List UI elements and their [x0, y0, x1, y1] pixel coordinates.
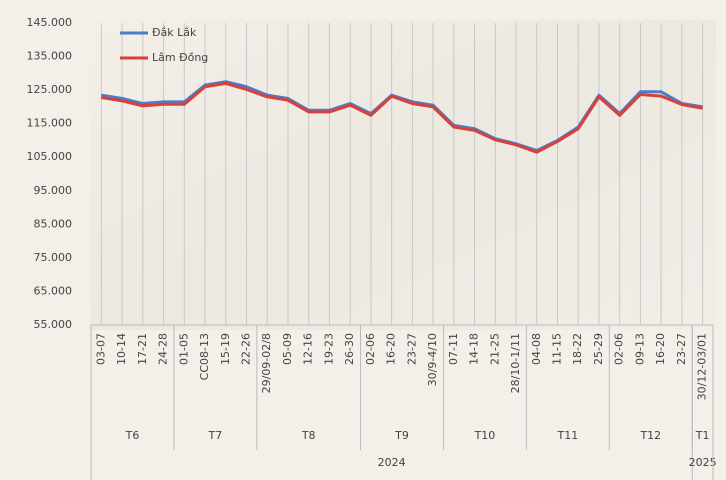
- x-tick-label: 01-05: [177, 333, 190, 365]
- group-label: 2024: [378, 456, 406, 469]
- y-tick-label: 75.000: [34, 251, 73, 264]
- x-tick-label: 22-26: [240, 333, 253, 365]
- group-label: T12: [639, 429, 661, 442]
- legend-label: Đắk Lắk: [152, 26, 197, 39]
- group-label: T11: [557, 429, 579, 442]
- x-tick-label: 24-28: [157, 333, 170, 365]
- y-tick-label: 145.000: [27, 16, 73, 29]
- y-tick-label: 95.000: [34, 184, 73, 197]
- x-tick-label: 12-16: [302, 333, 315, 365]
- x-tick-label: 16-20: [385, 333, 398, 365]
- group-label: T1: [695, 429, 710, 442]
- x-tick-label: 29/09-02/8: [260, 333, 273, 393]
- y-tick-label: 105.000: [27, 150, 73, 163]
- x-tick-label: 18-22: [571, 333, 584, 365]
- group-label: 2025: [689, 456, 717, 469]
- x-tick-label: 16-20: [654, 333, 667, 365]
- x-tick-label: 02-06: [364, 333, 377, 365]
- x-tick-label: 14-18: [468, 333, 481, 365]
- x-tick-label: 23-27: [675, 333, 688, 365]
- group-label: T9: [394, 429, 409, 442]
- group-label: T6: [125, 429, 140, 442]
- x-tick-label: 23-27: [405, 333, 418, 365]
- legend-label: Lâm Đồng: [152, 51, 208, 64]
- x-tick-label: 15-19: [219, 333, 232, 365]
- x-tick-label: 25-29: [592, 333, 605, 365]
- group-label: T8: [301, 429, 316, 442]
- x-tick-label: 30/12-03/01: [696, 333, 709, 400]
- x-tick-label: CC08-13: [198, 333, 211, 380]
- x-tick-label: 07-11: [447, 333, 460, 365]
- x-tick-label: 02-06: [613, 333, 626, 365]
- y-tick-label: 125.000: [27, 83, 73, 96]
- group-label: T7: [208, 429, 223, 442]
- y-tick-label: 115.000: [27, 117, 73, 130]
- x-tick-label: 19-23: [322, 333, 335, 365]
- x-tick-label: 17-21: [136, 333, 149, 365]
- page: {"chart_data": {"type": "line", "categor…: [0, 0, 726, 480]
- x-tick-label: 05-09: [281, 333, 294, 365]
- x-tick-label: 28/10-1/11: [509, 333, 522, 393]
- x-tick-label: 11-15: [551, 333, 564, 365]
- x-tick-label: 10-14: [115, 333, 128, 365]
- x-tick-label: 21-25: [488, 333, 501, 365]
- x-tick-label: 26-30: [343, 333, 356, 365]
- y-tick-label: 65.000: [34, 284, 73, 297]
- x-tick-label: 04-08: [530, 333, 543, 365]
- y-tick-label: 135.000: [27, 50, 73, 63]
- x-tick-label: 09-13: [633, 333, 646, 365]
- group-label: T10: [474, 429, 496, 442]
- y-tick-label: 55.000: [34, 318, 73, 331]
- x-tick-label: 03-07: [94, 333, 107, 365]
- x-tick-label: 30/9-4/10: [426, 333, 439, 386]
- y-tick-label: 85.000: [34, 217, 73, 230]
- chart: 55.000 65.000 75.000 85.000 95.000 105.000 115…: [0, 0, 726, 480]
